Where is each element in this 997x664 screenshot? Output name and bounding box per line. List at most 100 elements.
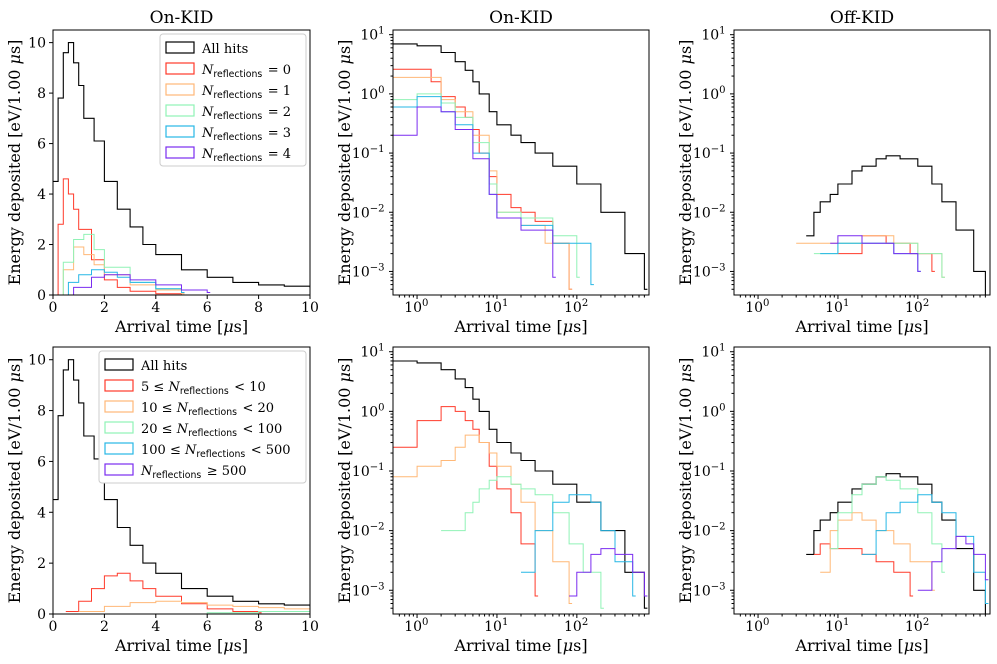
series-2 <box>78 600 310 612</box>
legend-label: Nreflections = 1 <box>201 84 291 101</box>
series-4 <box>393 96 594 286</box>
axes-frame <box>52 346 311 615</box>
y-tick-label: 101 <box>701 26 727 44</box>
x-axis-label: Arrival time [μs] <box>794 636 928 655</box>
x-tick-label: 101 <box>484 617 510 635</box>
y-tick-label: 100 <box>360 85 386 103</box>
x-tick-label: 0 <box>49 619 58 635</box>
panel-title: On-KID <box>489 8 553 28</box>
series-0 <box>53 359 310 607</box>
y-axis-label: Energy deposited [eV/1.00 μs] <box>335 358 354 604</box>
y-tick-label: 101 <box>701 343 727 361</box>
y-axis-label: Energy deposited [eV/1.00 μs] <box>5 40 24 286</box>
y-tick-label: 100 <box>360 402 386 420</box>
y-tick-label: 4 <box>37 505 46 521</box>
panel-p12: 100 101 102 10−3 10−2 10−1 100 101 Arriv… <box>676 343 991 655</box>
y-tick-label: 10−2 <box>693 522 727 540</box>
y-tick-label: 100 <box>701 402 727 420</box>
axes-frame <box>392 346 650 615</box>
series-0 <box>393 43 648 290</box>
legend-label: Nreflections = 3 <box>201 126 291 143</box>
series-5 <box>917 535 989 591</box>
series-3 <box>830 476 945 573</box>
y-tick-label: 10−3 <box>693 262 727 280</box>
panel-p10: 0 2 4 6 8 10 0 2 4 6 8 10 Arrival time [μs] Energy de… <box>5 346 319 655</box>
x-tick-label: 101 <box>484 298 510 316</box>
x-tick-label: 0 <box>49 300 58 316</box>
axes-frame <box>733 346 991 615</box>
plot-area <box>53 42 310 295</box>
legend-swatch <box>165 146 195 159</box>
x-tick-label: 4 <box>151 619 160 635</box>
plot-area <box>806 473 989 614</box>
legend-label: 20 ≤ Nreflections < 100 <box>141 422 282 439</box>
y-tick-label: 101 <box>360 343 386 361</box>
x-tick-label: 100 <box>404 617 430 635</box>
series-4 <box>820 242 921 272</box>
y-tick-label: 10−2 <box>352 522 386 540</box>
y-tick-label: 8 <box>37 86 46 102</box>
y-tick-label: 10−2 <box>352 203 386 221</box>
y-tick-label: 10 <box>28 36 46 52</box>
series-3 <box>441 476 604 609</box>
axes-frame <box>733 29 991 296</box>
legend-label: Nreflections = 2 <box>201 105 291 122</box>
legend-frame <box>159 33 307 167</box>
series-5 <box>53 274 211 295</box>
series-1 <box>393 68 573 290</box>
y-tick-label: 0 <box>37 288 46 304</box>
y-axis-label: Energy deposited [eV/1.00 μs] <box>335 40 354 286</box>
legend-swatch <box>104 421 134 434</box>
y-tick-label: 4 <box>37 187 46 203</box>
panel-title: On-KID <box>150 8 214 28</box>
legend-label: All hits <box>140 359 187 374</box>
y-tick-label: 10−1 <box>693 462 727 480</box>
x-tick-label: 4 <box>151 300 160 316</box>
y-tick-label: 101 <box>360 26 386 44</box>
legend-label: Nreflections ≥ 500 <box>140 464 247 481</box>
series-5 <box>569 548 648 597</box>
y-tick-label: 8 <box>37 404 46 420</box>
x-tick-label: 102 <box>564 298 590 316</box>
y-tick-label: 2 <box>37 238 46 254</box>
x-axis-label: Arrival time [μs] <box>453 636 587 655</box>
x-axis-label: Arrival time [μs] <box>794 317 928 336</box>
y-axis-label: Energy deposited [eV/1.00 μs] <box>676 358 695 604</box>
y-tick-label: 10−1 <box>693 144 727 162</box>
legend-label: 100 ≤ Nreflections < 500 <box>141 443 291 460</box>
x-tick-label: 100 <box>745 617 771 635</box>
series-3 <box>393 93 580 278</box>
legend-swatch <box>165 83 195 96</box>
series-2 <box>820 512 935 591</box>
series-2 <box>796 235 945 278</box>
legend-swatch <box>104 379 134 392</box>
plot-area <box>393 360 648 609</box>
x-tick-label: 101 <box>825 298 851 316</box>
y-tick-label: 0 <box>37 607 46 623</box>
x-tick-label: 2 <box>100 619 109 635</box>
x-tick-label: 101 <box>825 617 851 635</box>
legend-label: All hits <box>201 42 248 57</box>
legend-swatch <box>104 358 134 371</box>
series-1 <box>65 572 262 614</box>
plot-area <box>393 43 648 290</box>
legend-label: Nreflections = 4 <box>201 147 291 164</box>
axes-frame <box>52 29 311 296</box>
x-tick-label: 8 <box>254 300 263 316</box>
legend-label: 5 ≤ Nreflections < 10 <box>141 380 266 397</box>
x-tick-label: 6 <box>203 300 212 316</box>
series-0 <box>53 42 310 288</box>
legend-swatch <box>165 104 195 117</box>
legend-swatch <box>104 400 134 413</box>
panel-p11: 100 101 102 10−3 10−2 10−1 100 101 Arriv… <box>335 343 650 655</box>
y-tick-label: 10−3 <box>693 581 727 599</box>
y-tick-label: 10−3 <box>352 581 386 599</box>
panel-title: Off-KID <box>830 8 894 28</box>
legend-swatch <box>165 41 195 54</box>
series-4 <box>53 269 185 295</box>
series-5 <box>393 106 556 278</box>
x-tick-label: 100 <box>404 298 430 316</box>
y-tick-label: 10 <box>28 353 46 369</box>
y-tick-label: 10−1 <box>352 462 386 480</box>
